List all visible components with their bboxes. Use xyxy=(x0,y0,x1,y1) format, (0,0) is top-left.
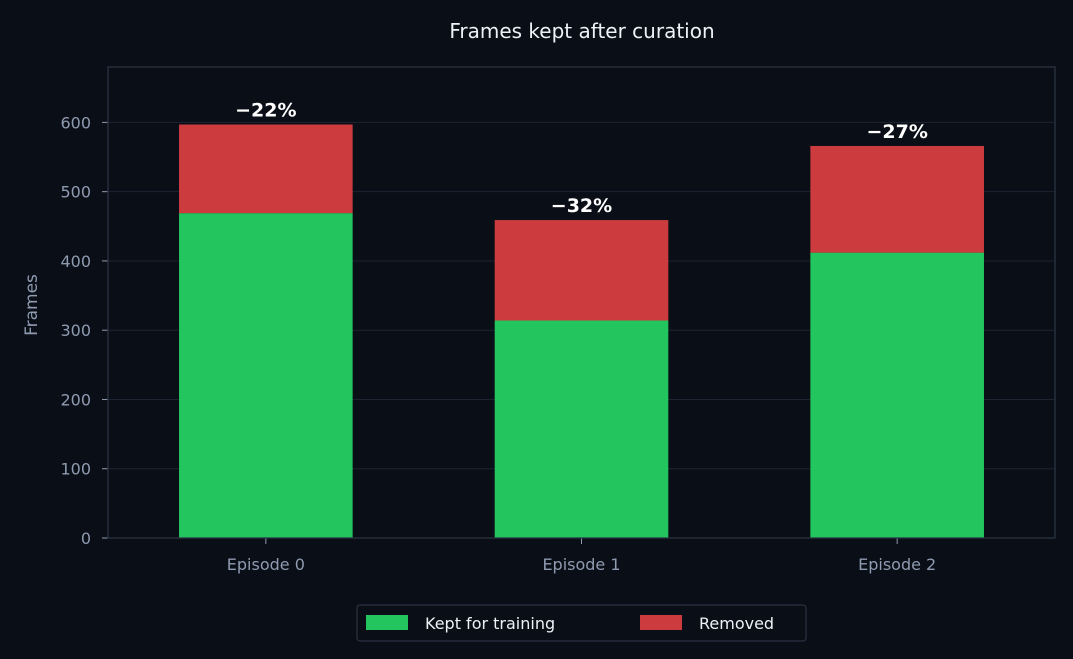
legend-swatch-removed xyxy=(640,615,682,630)
x-ticks: Episode 0 Episode 1 Episode 2 xyxy=(227,538,936,574)
y-tick-label-100: 100 xyxy=(60,460,91,479)
y-ticks: 0 100 200 300 400 500 600 xyxy=(60,113,108,548)
y-tick-label-200: 200 xyxy=(60,390,91,409)
y-tick-label-500: 500 xyxy=(60,183,91,202)
bar-removed-1 xyxy=(494,220,669,321)
x-tick-label-0: Episode 0 xyxy=(227,555,305,574)
bar-removed-2 xyxy=(810,145,984,253)
legend-label-kept: Kept for training xyxy=(425,614,555,633)
legend: Kept for training Removed xyxy=(356,604,807,642)
plot-area-border xyxy=(107,66,1056,539)
x-tick-label-1: Episode 1 xyxy=(542,555,620,574)
bar-removed-0 xyxy=(179,124,353,214)
x-tick-label-2: Episode 2 xyxy=(858,555,936,574)
bar-annotation-0: −22% xyxy=(235,99,296,121)
legend-label-removed: Removed xyxy=(699,614,774,633)
bar-annotations: −22% −32% −27% xyxy=(235,99,928,217)
y-axis-label: Frames xyxy=(22,274,42,336)
y-tick-label-0: 0 xyxy=(81,529,91,548)
chart-title: Frames kept after curation xyxy=(449,19,714,43)
bar-kept-2 xyxy=(810,252,984,539)
legend-box xyxy=(356,604,807,642)
bar-annotation-1: −32% xyxy=(551,195,612,217)
bar-kept-0 xyxy=(179,213,353,538)
y-tick-label-400: 400 xyxy=(60,252,91,271)
bars xyxy=(179,124,984,539)
bar-kept-1 xyxy=(494,320,669,538)
legend-swatch-kept xyxy=(366,615,408,630)
y-tick-label-600: 600 xyxy=(60,113,91,132)
y-tick-label-300: 300 xyxy=(60,321,91,340)
bar-annotation-2: −27% xyxy=(866,121,927,143)
